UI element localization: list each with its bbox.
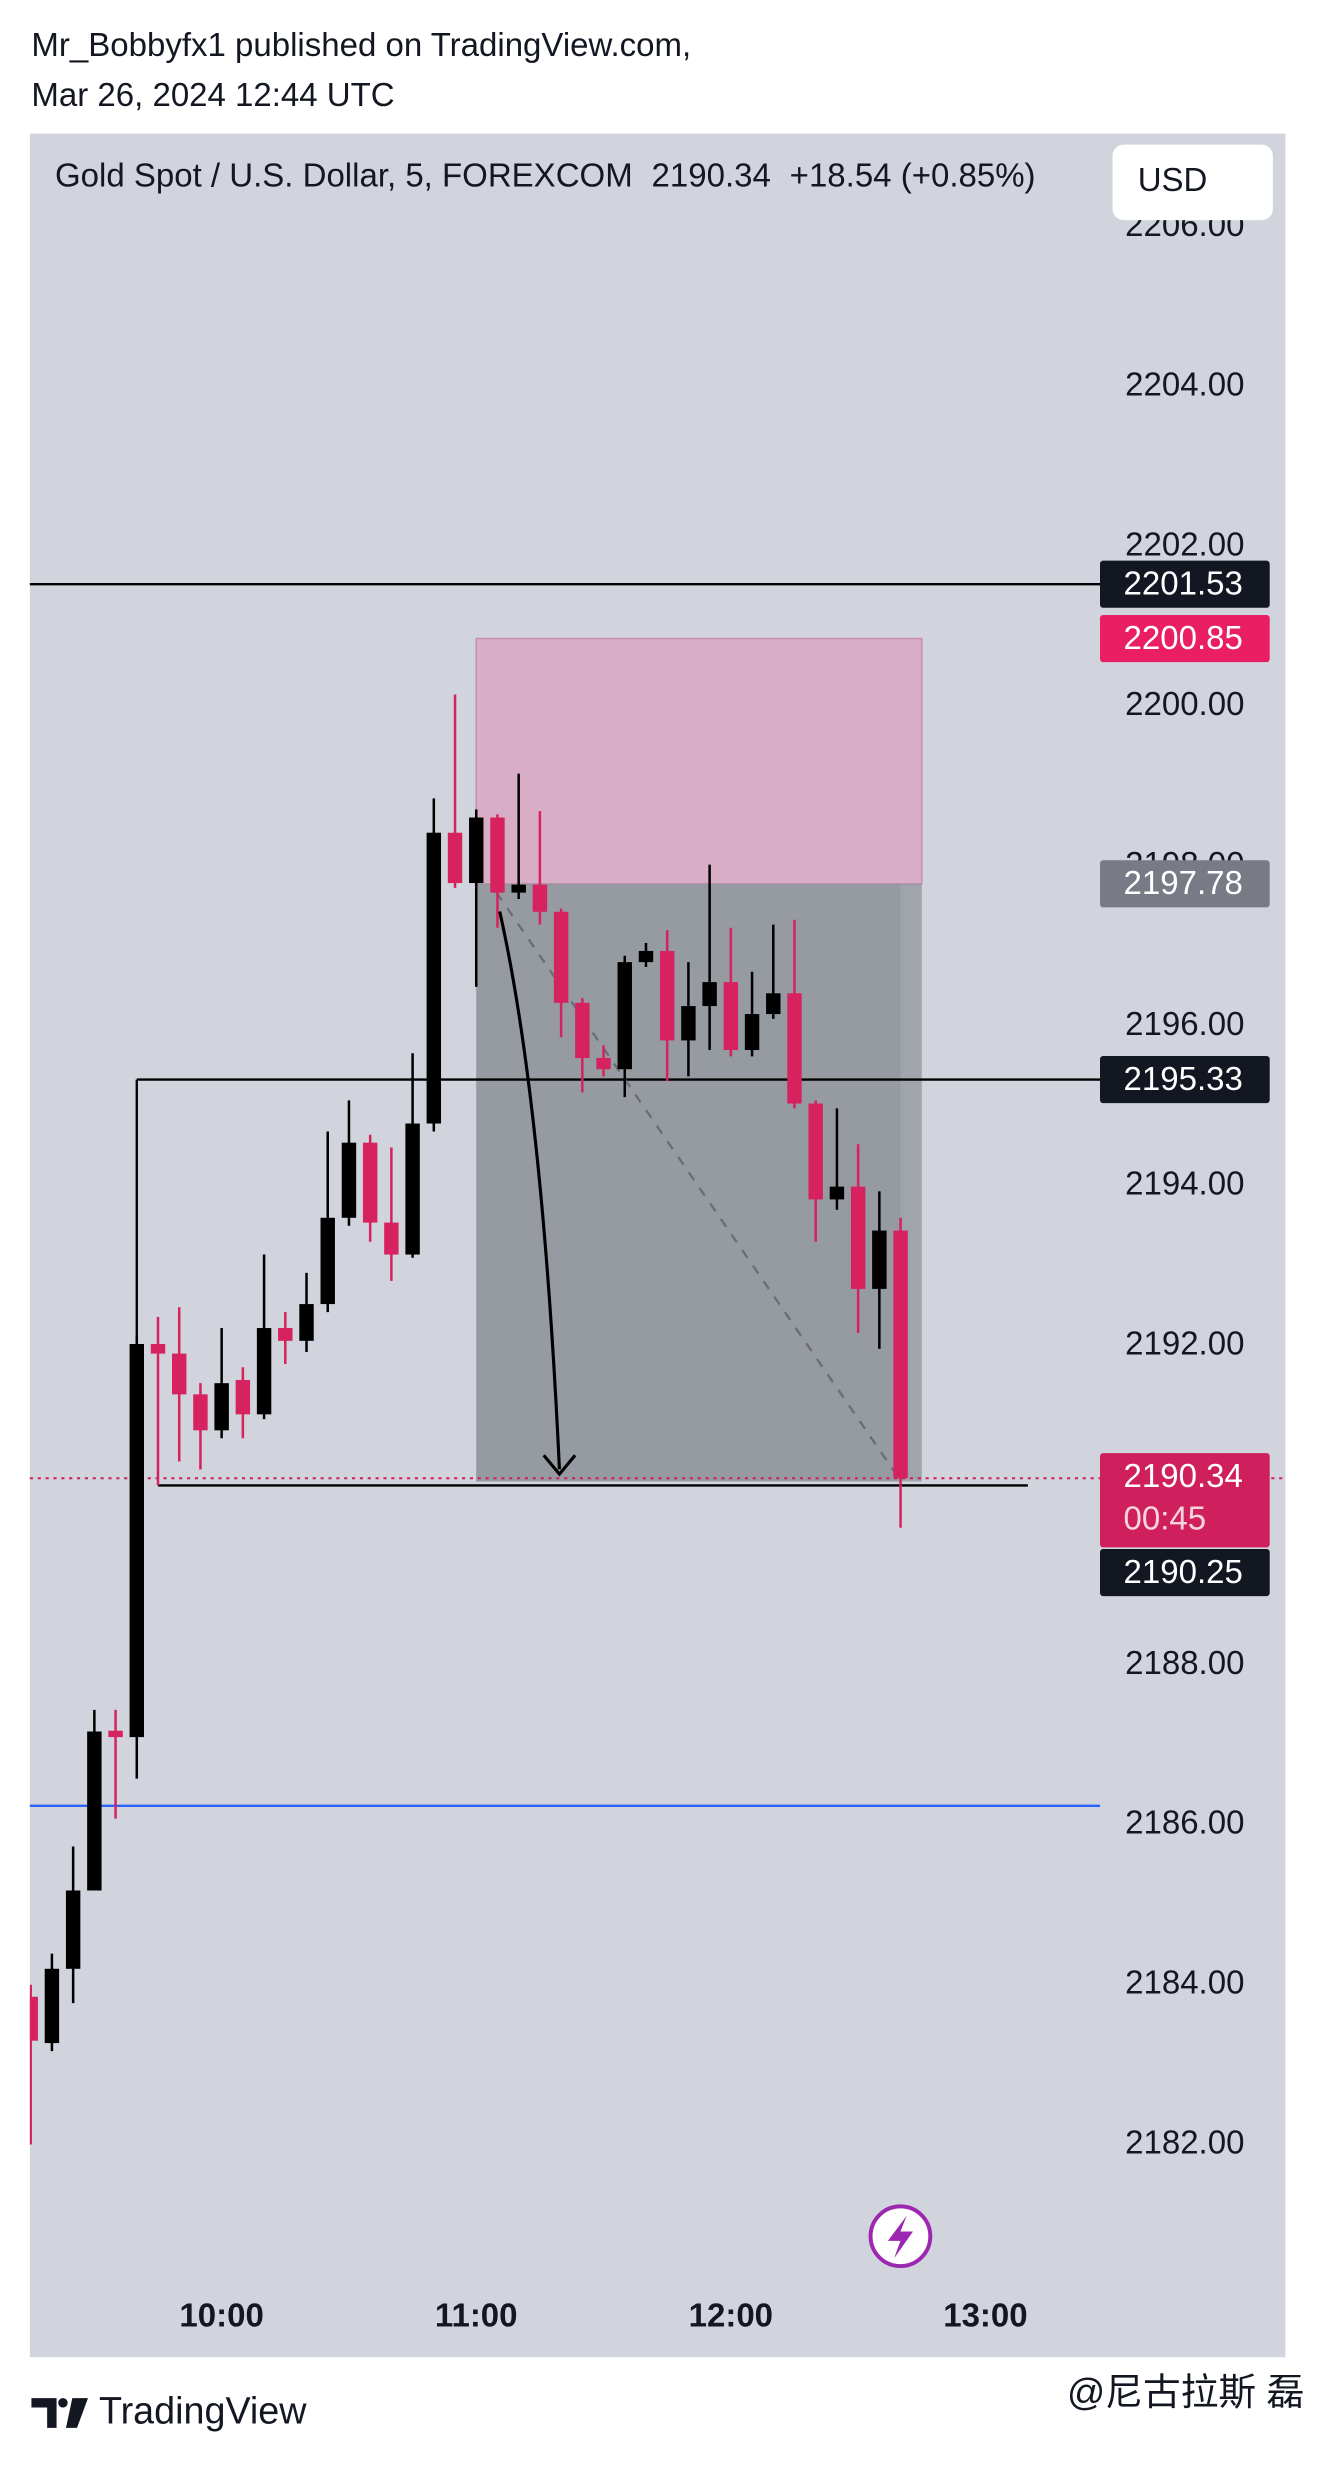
candle-body <box>235 1379 251 1415</box>
y-tick-label: 2182.00 <box>1125 2123 1244 2160</box>
candle-body <box>341 1142 357 1218</box>
candle-body <box>723 982 739 1051</box>
level-badge-bg <box>1100 560 1270 608</box>
candle-body <box>320 1217 335 1305</box>
level-badge-bg <box>1100 1548 1270 1597</box>
symbol-header: Gold Spot / U.S. Dollar, 5, FOREXCOM 2190… <box>55 156 1036 193</box>
stop-badge: 2200.85 <box>1124 619 1243 656</box>
x-tick-label: 12:00 <box>689 2297 773 2334</box>
candle-body <box>108 1730 123 1738</box>
candle-body <box>659 950 675 1041</box>
watermark: @尼古拉斯 磊 <box>1067 2371 1304 2413</box>
candle-body <box>150 1344 166 1354</box>
brand-logo <box>31 2398 88 2428</box>
candle-body <box>29 1996 38 2041</box>
position-tool <box>475 637 923 1482</box>
candle-body <box>129 1344 145 1738</box>
candle-body <box>575 1002 590 1059</box>
publisher: Mr_Bobbyfx1 published on TradingView.com… <box>31 26 691 63</box>
arrow <box>498 911 561 1470</box>
x-tick-label: 11:00 <box>435 2297 518 2334</box>
candle-body <box>490 817 505 893</box>
candle-body <box>426 832 442 1124</box>
y-tick-label: 2204.00 <box>1125 366 1244 403</box>
candle-body <box>766 993 781 1015</box>
candle-body <box>193 1394 208 1431</box>
candle-body <box>44 1968 60 2044</box>
y-tick-label: 2188.00 <box>1125 1644 1244 1681</box>
alert-bolt <box>887 2215 913 2259</box>
symbol: Gold Spot / U.S. Dollar, 5, FOREXCOM <box>55 156 633 193</box>
candle-body <box>638 950 654 963</box>
publish-date: Mar 26, 2024 12:44 UTC <box>31 76 394 113</box>
y-tick-label: 2192.00 <box>1125 1324 1244 1361</box>
y-tick-label: 2186.00 <box>1125 1804 1244 1841</box>
y-tick-label: 2184.00 <box>1125 1963 1244 2000</box>
candle-body <box>214 1383 229 1431</box>
y-tick-label: 2196.00 <box>1125 1005 1244 1042</box>
candle-body <box>172 1353 187 1395</box>
candle-body <box>511 884 526 893</box>
candle-body <box>469 817 484 884</box>
candle-body <box>596 1058 611 1070</box>
candle-body <box>65 1890 81 1969</box>
y-tick-label: 2194.00 <box>1125 1165 1244 1202</box>
level-badge-bg <box>1100 1056 1270 1104</box>
candle-body <box>405 1123 420 1255</box>
candle-body <box>384 1222 399 1255</box>
y-tick-label: 2202.00 <box>1125 525 1244 562</box>
candle-body <box>553 911 569 1003</box>
candle-body <box>808 1103 823 1200</box>
candle-body <box>744 1014 760 1051</box>
currency[interactable]: USD <box>1138 161 1208 198</box>
x-tick-label: 10:00 <box>179 2297 263 2334</box>
stop-badge-bg <box>1100 614 1270 663</box>
entry-badge: 2197.78 <box>1124 864 1243 901</box>
candle-body <box>681 1006 696 1041</box>
candle-body <box>872 1230 887 1289</box>
candle-body <box>850 1186 866 1289</box>
candles <box>29 694 908 2145</box>
level-badge: 2195.33 <box>1124 1060 1243 1097</box>
entry-badge-bg <box>1100 860 1270 908</box>
last-price: 2190.34 <box>652 156 771 193</box>
currency-button[interactable] <box>1112 144 1273 221</box>
price-lines <box>29 583 1286 1807</box>
candle-body <box>617 962 632 1070</box>
candle-body <box>532 884 548 912</box>
last-price-badge: 2190.34 <box>1124 1457 1243 1494</box>
level-badge: 2190.25 <box>1124 1553 1243 1590</box>
candle-body <box>702 982 717 1007</box>
candle-body <box>787 993 802 1104</box>
candle-body <box>447 832 463 884</box>
stop-zone <box>475 637 923 885</box>
level-badge: 2201.53 <box>1124 565 1243 602</box>
arrow-head <box>542 1454 577 1477</box>
candle-body <box>299 1304 314 1341</box>
candle-body <box>278 1328 293 1341</box>
candle-body <box>256 1328 272 1415</box>
last-price-badge-bg <box>1100 1453 1270 1548</box>
brand: TradingView <box>99 2390 307 2432</box>
candle-body <box>362 1142 378 1223</box>
countdown: 00:45 <box>1124 1499 1207 1536</box>
candle-body <box>829 1186 845 1200</box>
y-tick-label: 2200.00 <box>1125 685 1244 722</box>
x-tick-label: 13:00 <box>943 2297 1027 2334</box>
price-change: +18.54 (+0.85%) <box>790 156 1036 193</box>
candle-body <box>87 1731 102 1891</box>
price-badges: 2201.53 2195.33 2200.85 2197.78 2190.34 00:45… <box>1100 560 1270 1597</box>
candle-body <box>893 1230 908 1479</box>
